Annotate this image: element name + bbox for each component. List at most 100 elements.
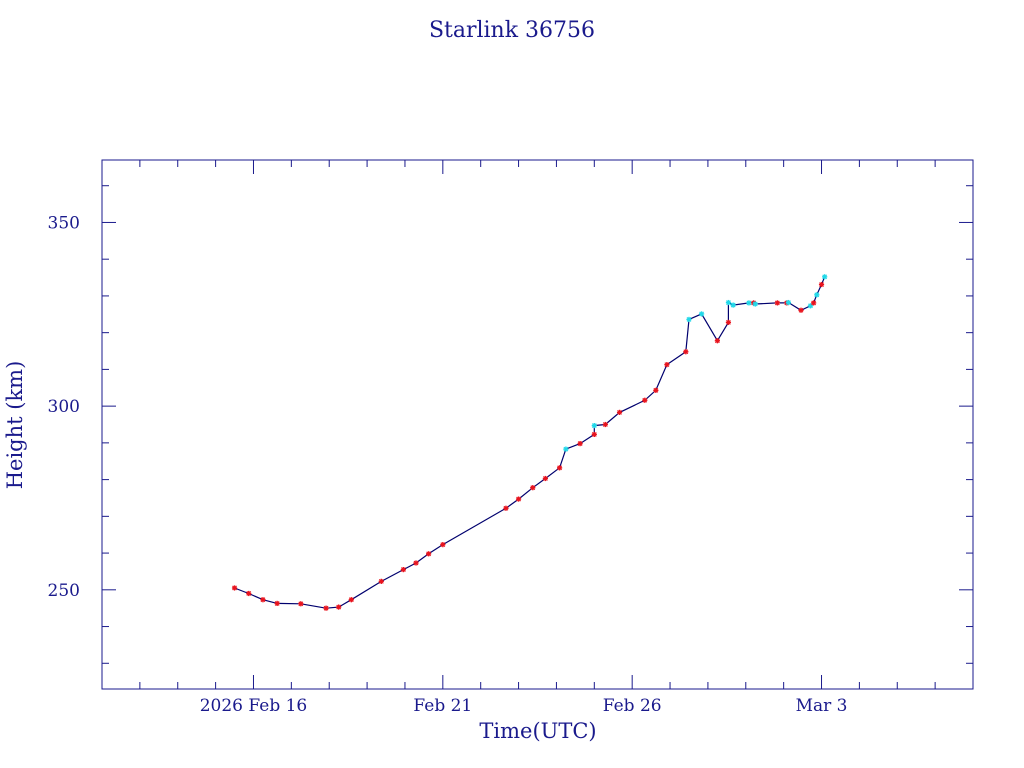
data-point [556, 465, 563, 471]
data-point [664, 362, 670, 368]
marker-stroke [557, 465, 563, 471]
plot-frame [101, 159, 974, 690]
marker-stroke [664, 362, 670, 368]
data-point [231, 585, 238, 591]
data-point [563, 446, 569, 452]
data-point [725, 299, 732, 306]
marker-stroke [260, 597, 266, 603]
data-point [323, 605, 329, 611]
data-point [686, 316, 692, 323]
data-point [798, 307, 804, 313]
marker-stroke [814, 292, 820, 298]
data-point [400, 567, 406, 573]
x-tick-label: Feb 26 [603, 696, 662, 716]
data-point [822, 274, 828, 280]
data-point [274, 600, 280, 607]
marker-stroke [563, 446, 569, 452]
marker-stroke [819, 282, 824, 287]
data-point [515, 496, 522, 502]
x-tick-label: Feb 21 [413, 696, 472, 716]
data-point [298, 601, 304, 607]
marker-stroke [274, 600, 280, 606]
marker-stroke [798, 307, 804, 313]
chart-title: Starlink 36756 [429, 18, 595, 43]
data-point [440, 542, 446, 548]
marker-stroke [336, 604, 342, 610]
y-tick-label: 350 [48, 213, 80, 233]
marker-stroke [413, 560, 419, 566]
data-point [542, 475, 548, 482]
data-point [714, 338, 720, 344]
marker-stroke [822, 274, 828, 280]
marker-stroke [530, 485, 536, 491]
marker-stroke [246, 591, 252, 596]
marker-stroke [348, 597, 354, 603]
data-point [503, 505, 509, 511]
marker-stroke [653, 387, 659, 393]
marker-stroke [400, 567, 406, 573]
data-point [642, 397, 648, 403]
marker-stroke [378, 578, 384, 584]
marker-stroke [542, 476, 548, 481]
marker-stroke [298, 601, 304, 607]
data-point [683, 349, 689, 355]
x-axis-ticks: 2026 Feb 16 Feb 21 Feb 26 Mar 3 [139, 160, 936, 716]
marker-stroke [642, 397, 648, 403]
data-point [413, 560, 419, 566]
marker-stroke [602, 422, 608, 427]
data-point [577, 441, 583, 447]
data-point [725, 319, 732, 325]
data-series [231, 274, 828, 611]
y-tick-label: 300 [48, 397, 80, 417]
marker-stroke [591, 423, 597, 429]
marker-stroke [686, 317, 692, 322]
marker-stroke [617, 409, 622, 415]
x-axis-label: Time(UTC) [479, 719, 596, 743]
data-point [785, 299, 791, 306]
marker-stroke [774, 300, 780, 306]
data-point [752, 301, 758, 307]
data-point [746, 300, 752, 306]
data-point [530, 485, 536, 491]
data-point [814, 292, 820, 298]
marker-stroke [577, 441, 583, 447]
y-tick-label: 250 [48, 581, 80, 601]
y-axis-ticks: 250 300 350 [48, 185, 973, 664]
data-point [699, 311, 705, 317]
x-tick-label: 2026 Feb 16 [200, 696, 308, 716]
marker-stroke [726, 300, 731, 305]
y-axis-label: Height (km) [3, 361, 27, 490]
marker-stroke [232, 585, 237, 591]
data-point [260, 597, 266, 603]
data-point [378, 578, 384, 584]
marker-stroke [683, 349, 689, 355]
marker-stroke [730, 302, 736, 308]
marker-stroke [785, 300, 791, 305]
data-point [591, 431, 597, 438]
marker-stroke [440, 542, 446, 548]
marker-stroke [726, 319, 731, 325]
marker-stroke [426, 551, 432, 557]
marker-stroke [811, 300, 817, 306]
data-point [336, 604, 342, 610]
marker-stroke [746, 300, 752, 306]
marker-stroke [503, 505, 509, 511]
data-point [774, 300, 780, 306]
data-point [426, 551, 432, 557]
marker-stroke [752, 301, 758, 307]
data-point [591, 423, 597, 429]
marker-stroke [516, 496, 521, 502]
data-point [811, 300, 817, 306]
data-point [616, 409, 623, 415]
marker-stroke [323, 605, 329, 611]
marker-stroke [699, 311, 705, 317]
data-point [246, 590, 252, 597]
data-point [653, 387, 659, 393]
series-line [234, 276, 826, 609]
data-point [602, 421, 608, 428]
marker-stroke [714, 338, 720, 344]
data-point [818, 281, 825, 288]
marker-stroke [591, 431, 597, 437]
x-tick-label: Mar 3 [796, 696, 848, 716]
